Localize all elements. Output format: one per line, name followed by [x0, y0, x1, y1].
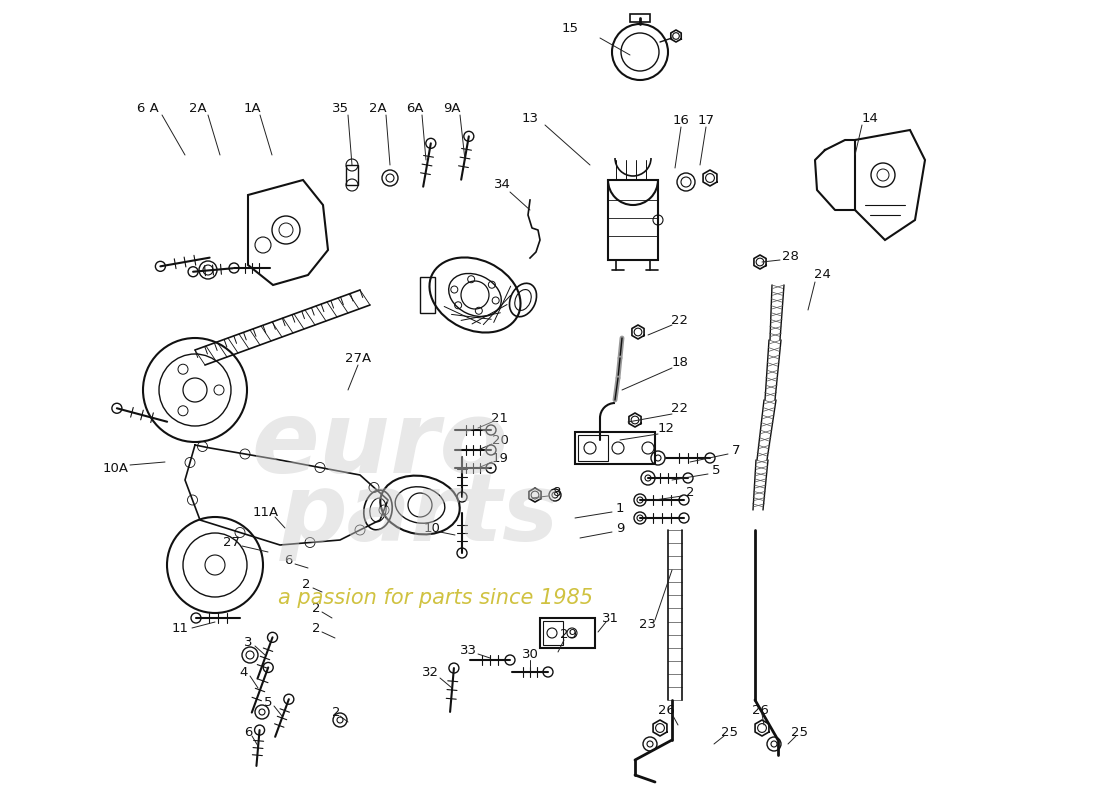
Text: a passion for parts since 1985: a passion for parts since 1985 — [277, 588, 593, 608]
Text: 27: 27 — [223, 535, 241, 549]
Text: 27A: 27A — [345, 351, 371, 365]
Text: 2A: 2A — [189, 102, 207, 114]
Text: euro: euro — [252, 397, 508, 494]
Text: 35: 35 — [331, 102, 349, 114]
Bar — [630, 14, 650, 22]
Bar — [346, 165, 358, 185]
Text: 11A: 11A — [253, 506, 279, 518]
Text: 22: 22 — [671, 402, 689, 414]
Text: 6 A: 6 A — [138, 102, 158, 114]
Bar — [540, 618, 595, 648]
Text: 28: 28 — [782, 250, 799, 262]
Bar — [578, 435, 608, 461]
Text: 20: 20 — [492, 434, 508, 446]
Text: 11: 11 — [172, 622, 188, 634]
Text: 17: 17 — [697, 114, 715, 126]
Text: 23: 23 — [639, 618, 657, 631]
Text: 33: 33 — [460, 643, 476, 657]
Text: 9A: 9A — [443, 102, 461, 114]
Text: 2: 2 — [301, 578, 310, 591]
Text: 22: 22 — [671, 314, 689, 326]
Text: 2A: 2A — [370, 102, 387, 114]
Text: 8: 8 — [552, 486, 560, 498]
Text: 24: 24 — [814, 269, 830, 282]
Text: 2: 2 — [311, 622, 320, 634]
Text: 5: 5 — [712, 463, 720, 477]
Text: 26: 26 — [658, 703, 674, 717]
Text: 34: 34 — [494, 178, 510, 191]
Text: parts: parts — [280, 469, 560, 561]
Text: 1A: 1A — [243, 102, 261, 114]
Text: 2: 2 — [311, 602, 320, 614]
Text: 19: 19 — [492, 451, 508, 465]
Text: 4: 4 — [240, 666, 249, 678]
Text: 5: 5 — [264, 695, 273, 709]
Text: 10: 10 — [424, 522, 440, 534]
Text: 21: 21 — [492, 411, 508, 425]
Text: 25: 25 — [722, 726, 738, 738]
Text: 13: 13 — [521, 111, 539, 125]
Text: 12: 12 — [658, 422, 674, 434]
Text: 3: 3 — [244, 635, 252, 649]
Text: 2: 2 — [332, 706, 340, 718]
Text: 31: 31 — [602, 611, 618, 625]
Bar — [420, 277, 434, 313]
Text: 18: 18 — [672, 355, 689, 369]
Text: 16: 16 — [672, 114, 690, 126]
Text: 6: 6 — [284, 554, 293, 566]
Text: 29: 29 — [560, 629, 576, 642]
Text: 25: 25 — [792, 726, 808, 738]
Text: 1: 1 — [616, 502, 625, 514]
Text: 6: 6 — [244, 726, 252, 738]
Text: 10A: 10A — [103, 462, 129, 474]
Bar — [575, 432, 654, 464]
Text: 14: 14 — [861, 111, 879, 125]
Text: 7: 7 — [732, 443, 740, 457]
Text: 2: 2 — [685, 486, 694, 498]
Text: 32: 32 — [421, 666, 439, 678]
Text: 6A: 6A — [406, 102, 424, 114]
Text: 26: 26 — [751, 703, 769, 717]
Bar — [543, 621, 563, 645]
Text: 30: 30 — [521, 649, 538, 662]
Text: 9: 9 — [616, 522, 624, 534]
Bar — [608, 180, 658, 260]
Text: 15: 15 — [561, 22, 579, 34]
